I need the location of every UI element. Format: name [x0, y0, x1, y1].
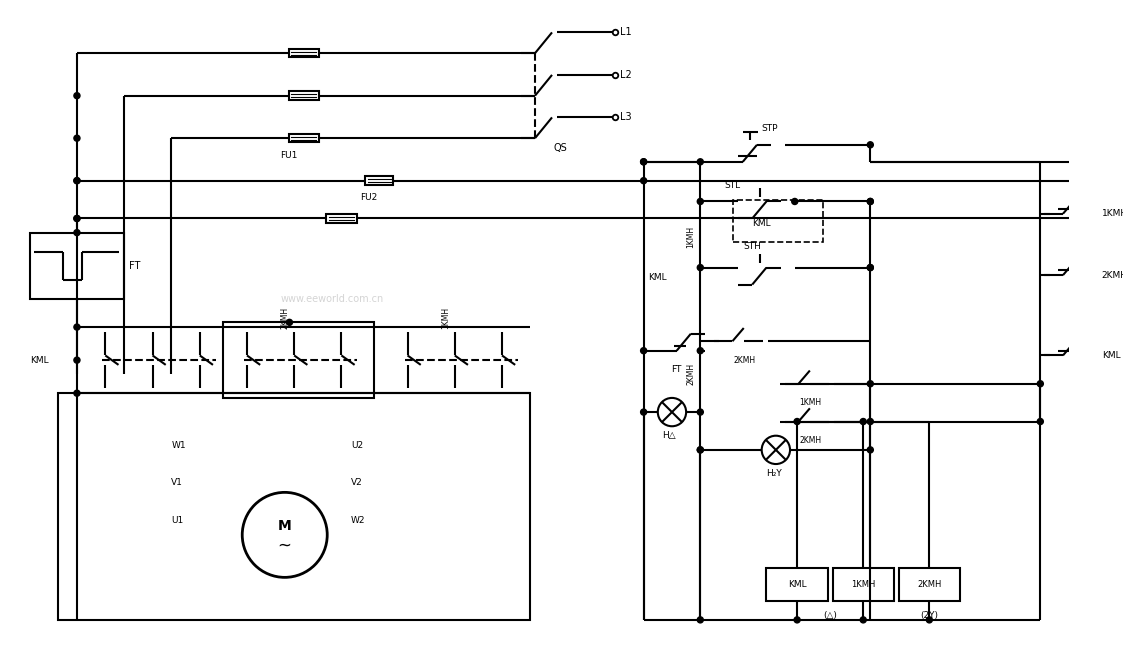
Text: L2: L2	[620, 70, 632, 80]
Text: 1KMH: 1KMH	[851, 580, 876, 589]
Text: STL: STL	[724, 181, 740, 190]
Text: H₂Y: H₂Y	[766, 469, 782, 478]
Text: 2KMH: 2KMH	[686, 363, 695, 386]
Circle shape	[640, 159, 647, 165]
Circle shape	[697, 348, 703, 353]
Circle shape	[74, 177, 80, 184]
Text: FU1: FU1	[280, 150, 298, 160]
Text: FT: FT	[129, 261, 140, 271]
Bar	[289, 91, 319, 100]
Circle shape	[74, 177, 80, 184]
Circle shape	[74, 215, 80, 221]
Text: U1: U1	[172, 516, 184, 525]
Circle shape	[74, 135, 80, 141]
Circle shape	[697, 447, 703, 453]
Circle shape	[867, 265, 874, 271]
Circle shape	[640, 348, 647, 353]
Text: 2KMH: 2KMH	[733, 355, 756, 365]
Text: 2KMH: 2KMH	[800, 436, 822, 445]
Circle shape	[867, 447, 874, 453]
Circle shape	[640, 177, 647, 184]
Text: KML: KML	[788, 580, 806, 589]
Bar	[766, 568, 828, 601]
Text: FT: FT	[672, 365, 682, 374]
Circle shape	[867, 198, 874, 204]
Circle shape	[74, 324, 80, 330]
Text: FU2: FU2	[360, 193, 377, 202]
Text: STH: STH	[743, 242, 761, 252]
Bar	[733, 200, 823, 242]
Text: W1: W1	[172, 441, 186, 449]
Bar	[898, 568, 960, 601]
Text: L1: L1	[620, 28, 631, 37]
Text: 1KMH: 1KMH	[686, 226, 695, 248]
Text: (2Y): (2Y)	[921, 610, 939, 620]
Text: M: M	[277, 520, 292, 533]
Text: QS: QS	[554, 143, 567, 152]
Text: KML: KML	[29, 355, 48, 365]
Text: STP: STP	[761, 124, 778, 133]
Bar	[289, 49, 319, 57]
Text: U2: U2	[350, 441, 363, 449]
Circle shape	[640, 409, 647, 415]
Circle shape	[74, 390, 80, 396]
Circle shape	[867, 419, 874, 424]
Circle shape	[640, 159, 647, 165]
Text: 1KMH: 1KMH	[800, 398, 822, 407]
Circle shape	[1038, 419, 1043, 424]
Circle shape	[697, 159, 703, 165]
Circle shape	[794, 419, 800, 424]
Circle shape	[867, 142, 874, 148]
Circle shape	[697, 265, 703, 271]
Circle shape	[697, 409, 703, 415]
Bar	[289, 134, 319, 143]
Circle shape	[1038, 380, 1043, 387]
Circle shape	[926, 617, 932, 623]
Bar	[58, 393, 530, 620]
Bar	[223, 323, 374, 398]
Circle shape	[867, 198, 874, 204]
Bar	[29, 233, 125, 299]
Text: KML: KML	[648, 273, 667, 282]
Circle shape	[74, 357, 80, 363]
Text: 1KMH: 1KMH	[441, 307, 450, 328]
Circle shape	[74, 215, 80, 221]
Text: V2: V2	[350, 478, 363, 487]
Circle shape	[697, 617, 703, 623]
Text: ~: ~	[277, 536, 292, 555]
Circle shape	[74, 93, 80, 99]
Text: 2KMH: 2KMH	[281, 307, 290, 328]
Bar	[832, 568, 894, 601]
Circle shape	[697, 447, 703, 453]
Bar	[327, 214, 356, 223]
Text: 1KMH: 1KMH	[1102, 209, 1123, 218]
Text: V1: V1	[172, 478, 183, 487]
Text: KML: KML	[752, 219, 772, 228]
Circle shape	[860, 617, 866, 623]
Text: W2: W2	[350, 516, 365, 525]
Text: H△: H△	[663, 431, 676, 440]
Text: www.eeworld.com.cn: www.eeworld.com.cn	[281, 294, 384, 304]
Text: 2KMH: 2KMH	[917, 580, 941, 589]
Circle shape	[286, 319, 292, 325]
Text: L3: L3	[620, 112, 631, 122]
Bar	[365, 177, 393, 185]
Circle shape	[867, 265, 874, 271]
Circle shape	[794, 617, 800, 623]
Circle shape	[74, 229, 80, 236]
Text: (△): (△)	[823, 610, 837, 620]
Text: 2KMH: 2KMH	[1102, 271, 1123, 280]
Circle shape	[697, 198, 703, 204]
Text: KML: KML	[1102, 351, 1121, 360]
Circle shape	[792, 198, 797, 204]
Circle shape	[867, 380, 874, 387]
Circle shape	[860, 419, 866, 424]
